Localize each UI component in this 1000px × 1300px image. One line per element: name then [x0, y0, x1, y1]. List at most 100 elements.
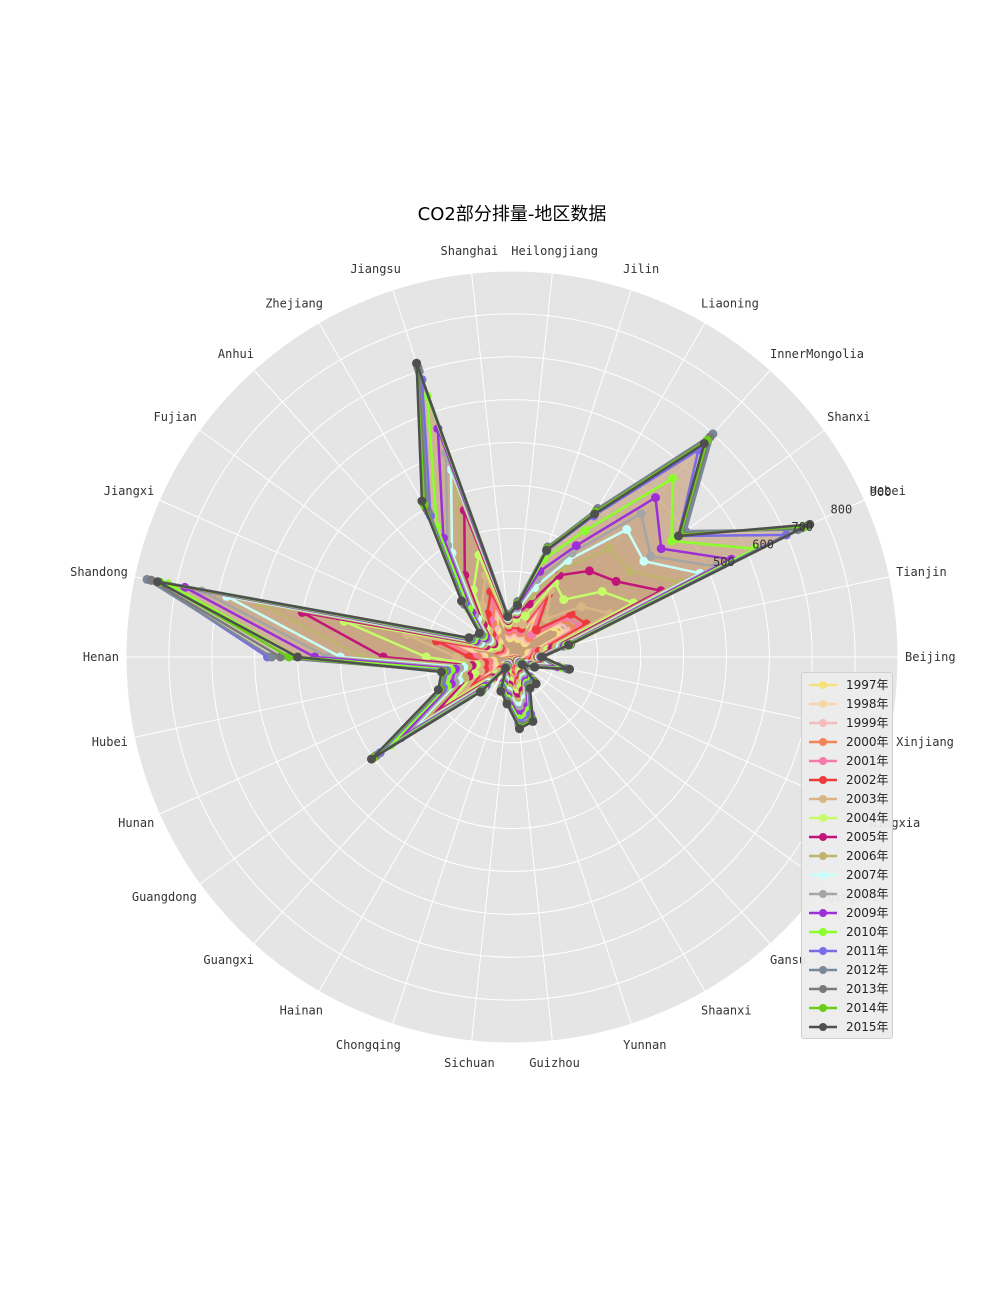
category-label: Guangxi [203, 953, 254, 967]
series-point [515, 724, 524, 734]
series-point [451, 652, 461, 662]
radial-tick-label: 900 [870, 485, 892, 499]
legend-swatch [809, 965, 837, 974]
series-point [267, 652, 277, 662]
legend-item: 2005年 [802, 827, 892, 846]
series-point [576, 602, 586, 612]
series-point [503, 612, 513, 621]
legend-item: 2000年 [802, 732, 892, 751]
series-point [546, 585, 556, 595]
spoke-gridline [471, 273, 513, 658]
legend-label: 2014年 [846, 1001, 889, 1015]
series-point [417, 496, 427, 506]
category-label: InnerMongolia [770, 347, 864, 361]
category-label: Fujian [154, 410, 197, 424]
legend-label: 2004年 [846, 811, 889, 825]
category-label: Liaoning [701, 297, 759, 311]
legend-item: 2007年 [802, 865, 892, 884]
legend-swatch [809, 680, 837, 689]
legend-label: 2008年 [846, 887, 889, 901]
series-point [805, 519, 815, 529]
legend-swatch [809, 908, 837, 917]
legend-label: 2010年 [846, 925, 889, 939]
legend-label: 1999年 [846, 716, 889, 730]
legend-label: 2011年 [846, 944, 889, 958]
legend: 1997年 1998年 1999年 2000年 2001年 2002年 2003年 2004年… [801, 672, 893, 1039]
legend-label: 2002年 [846, 773, 889, 787]
category-label: Sichuan [444, 1056, 495, 1070]
spoke-gridline [511, 656, 825, 885]
chart-title: CO2部分排量-地区数据 [418, 204, 607, 225]
legend-swatch [809, 927, 837, 936]
category-label: Guangdong [132, 890, 197, 904]
series-point [636, 509, 646, 519]
legend-label: 2005年 [846, 830, 889, 844]
legend-item: 2006年 [802, 846, 892, 865]
series-point [464, 633, 474, 643]
series-point [625, 566, 635, 576]
series-point [541, 614, 551, 624]
category-label: Hainan [280, 1003, 323, 1017]
spoke-gridline [511, 656, 771, 945]
series-point [571, 541, 581, 551]
radial-tick-label: 700 [791, 520, 813, 534]
category-label: Heilongjiang [511, 244, 598, 258]
series-point [667, 536, 677, 546]
series-point [153, 577, 162, 587]
category-label: Shandong [70, 565, 128, 579]
legend-label: 1998年 [846, 697, 889, 711]
spoke-gridline [511, 656, 706, 992]
category-label: Henan [83, 650, 119, 664]
category-label: Jiangsu [350, 262, 401, 276]
category-label: Hubei [92, 735, 128, 749]
series-point [674, 531, 683, 541]
radar-plot-area: 500 600 700 800 900 Beijing Tianjin Hebei Shanxi… [70, 244, 955, 1070]
legend-item: 2009年 [802, 903, 892, 922]
radial-tick-label: 600 [752, 537, 774, 551]
legend-label: 2007年 [846, 868, 889, 882]
series-point [611, 576, 621, 586]
series-point [437, 667, 446, 677]
category-label: Hunan [118, 816, 154, 830]
legend-item: 2004年 [802, 808, 892, 827]
legend-item: 2011年 [802, 941, 892, 960]
legend-swatch [809, 832, 837, 841]
spoke-gridline [159, 499, 513, 658]
spoke-gridline [253, 656, 513, 945]
legend-swatch [809, 775, 837, 784]
category-label: Yunnan [623, 1038, 666, 1052]
legend-item: 1999年 [802, 713, 892, 732]
category-label: Jilin [623, 262, 659, 276]
legend-swatch [809, 699, 837, 708]
legend-swatch [809, 984, 837, 993]
category-label: Chongqing [336, 1038, 401, 1052]
series-fill-1998年 [459, 608, 565, 678]
series-point [605, 544, 615, 554]
legend-swatch [809, 870, 837, 879]
series-point [590, 509, 600, 519]
series-point [474, 628, 484, 638]
series-point [531, 625, 541, 635]
legend-label: 2001年 [846, 754, 889, 768]
series-point [367, 754, 376, 764]
legend-item: 2013年 [802, 979, 892, 998]
series-point [580, 526, 590, 536]
series-point [501, 663, 511, 673]
legend-swatch [809, 889, 837, 898]
legend-swatch [809, 737, 837, 746]
series-point [656, 544, 666, 554]
radial-tick-label: 500 [713, 555, 735, 569]
series-point [412, 358, 422, 368]
legend-label: 2013年 [846, 982, 889, 996]
category-label: Hebei [870, 484, 906, 498]
legend-label: 2009年 [846, 906, 889, 920]
legend-swatch [809, 946, 837, 955]
series-point [530, 662, 540, 672]
legend-item: 2008年 [802, 884, 892, 903]
legend-item: 2012年 [802, 960, 892, 979]
legend-item: 1997年 [802, 675, 892, 694]
legend-label: 2015年 [846, 1020, 889, 1034]
series-point [651, 493, 660, 503]
spoke-gridline [318, 656, 513, 992]
category-label: Anhui [218, 347, 254, 361]
